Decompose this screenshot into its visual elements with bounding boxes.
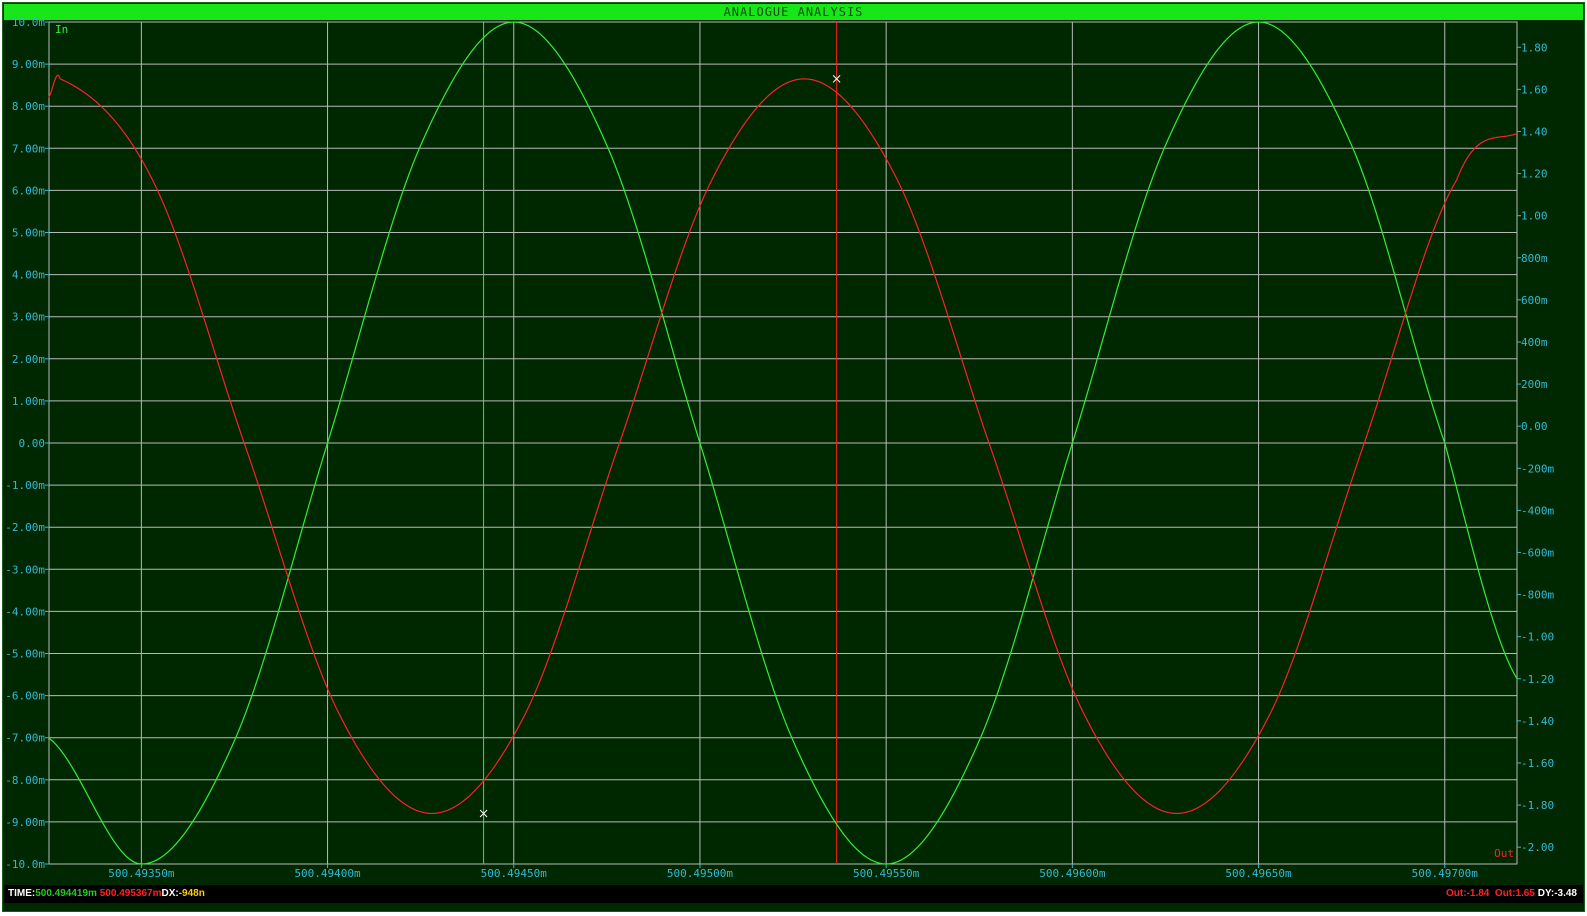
cursor-marker — [832, 74, 841, 83]
left-tick-label: -2.00m — [5, 521, 45, 534]
trace-out — [47, 74, 1518, 815]
left-tick-label: -5.00m — [5, 648, 45, 661]
right-tick-label: -1.20 — [1521, 673, 1554, 686]
left-tick-label: -6.00m — [5, 690, 45, 703]
right-tick-label: -2.00 — [1521, 841, 1554, 854]
graph-title: ANALOGUE ANALYSIS — [4, 4, 1583, 20]
dx-label: DX: — [161, 888, 179, 899]
left-tick-label: -9.00m — [5, 816, 45, 829]
right-tick-label: -1.80 — [1521, 799, 1554, 812]
x-tick-label: 500.49500m — [667, 867, 734, 880]
marker-stroke — [832, 74, 841, 83]
trace-label-out: Out — [1494, 847, 1514, 860]
right-tick-label: -400m — [1521, 504, 1554, 517]
x-axis: 500.49350m 500.49400m 500.49450m 500.49500m… — [108, 864, 1478, 880]
right-tick-label: -800m — [1521, 589, 1554, 602]
left-tick-label: 8.00m — [12, 100, 45, 113]
time-green-cursor: 500.494419m — [35, 888, 97, 899]
x-tick-label: 500.49700m — [1412, 867, 1479, 880]
left-tick-label: 9.00m — [12, 58, 45, 71]
dy-label: DY: — [1537, 888, 1555, 899]
left-tick-label: 6.00m — [12, 184, 45, 197]
right-tick-label: -600m — [1521, 546, 1554, 559]
left-tick-label: 3.00m — [12, 311, 45, 324]
left-tick-label: 0.00 — [19, 437, 46, 450]
left-tick-label: -10.0m — [5, 858, 45, 871]
left-tick-label: 7.00m — [12, 142, 45, 155]
left-tick-label: -4.00m — [5, 605, 45, 618]
cursors[interactable] — [483, 22, 838, 864]
time-red-cursor: 500.495367m — [99, 888, 162, 899]
grid — [48, 21, 1518, 865]
right-tick-label: 800m — [1521, 252, 1548, 265]
x-tick-label: 500.49450m — [481, 867, 548, 880]
trace-label-in: In — [55, 23, 68, 36]
right-tick-label: -1.60 — [1521, 757, 1554, 770]
left-tick-label: 10.0m — [12, 16, 45, 29]
cursor-markers — [479, 74, 841, 818]
dy-value: -3.48 — [1554, 888, 1577, 899]
cursor-marker — [479, 809, 488, 818]
left-tick-label: 4.00m — [12, 269, 45, 282]
out-value-red-cursor: Out:1.65 — [1494, 888, 1535, 899]
status-right: Out:-1.84 Out:1.65 DY:-3.48 — [1446, 885, 1577, 903]
right-tick-label: 1.80 — [1521, 41, 1548, 54]
status-left: TIME:500.494419m 500.495367mDX:-948n — [8, 885, 205, 903]
x-tick-label: 500.49550m — [853, 867, 920, 880]
right-tick-label: 200m — [1521, 378, 1548, 391]
dx-value: -948n — [178, 888, 205, 899]
time-label: TIME: — [8, 888, 36, 899]
left-tick-label: 5.00m — [12, 227, 45, 240]
right-tick-label: 1.60 — [1521, 83, 1548, 96]
x-tick-label: 500.49650m — [1225, 867, 1292, 880]
right-tick-label: 1.00 — [1521, 210, 1548, 223]
left-tick-label: -7.00m — [5, 732, 45, 745]
trace-in — [47, 21, 1518, 865]
right-tick-label: 600m — [1521, 294, 1548, 307]
out-value-green-cursor: Out:-1.84 — [1446, 888, 1490, 899]
right-tick-label: -1.00 — [1521, 631, 1554, 644]
right-tick-label: 0.00 — [1521, 420, 1548, 433]
left-tick-label: 2.00m — [12, 353, 45, 366]
trace-labels: In Out — [55, 23, 1514, 860]
marker-stroke — [479, 809, 488, 818]
x-tick-label: 500.49350m — [108, 867, 175, 880]
x-tick-label: 500.49600m — [1039, 867, 1106, 880]
right-tick-label: 1.40 — [1521, 125, 1548, 138]
right-tick-label: -1.40 — [1521, 715, 1554, 728]
left-tick-label: -3.00m — [5, 563, 45, 576]
right-axis: 1.80 1.60 1.40 1.20 1.00 800m 600m 400m 200m 0.00… — [1517, 41, 1554, 854]
left-axis: 10.0m 9.00m 8.00m 7.00m 6.00m 5.00m 4.00m 3.00m… — [5, 16, 49, 871]
x-tick-label: 500.49400m — [294, 867, 361, 880]
right-tick-label: 1.20 — [1521, 168, 1548, 181]
status-bar: TIME:500.494419m 500.495367mDX:-948n Out… — [4, 885, 1583, 903]
right-tick-label: -200m — [1521, 462, 1554, 475]
right-tick-label: 400m — [1521, 336, 1548, 349]
left-tick-label: 1.00m — [12, 395, 45, 408]
traces — [47, 21, 1518, 865]
left-tick-label: -1.00m — [5, 479, 45, 492]
left-tick-label: -8.00m — [5, 774, 45, 787]
